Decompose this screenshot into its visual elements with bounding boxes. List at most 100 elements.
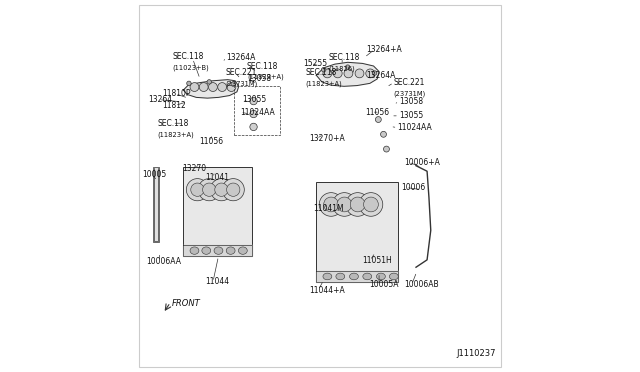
Text: (23731M): (23731M): [394, 90, 426, 97]
Text: 10006: 10006: [401, 183, 426, 192]
Circle shape: [346, 193, 369, 216]
Text: SEC.118: SEC.118: [172, 52, 204, 61]
Circle shape: [376, 116, 381, 122]
Text: J1110237: J1110237: [456, 349, 495, 358]
Circle shape: [381, 131, 387, 137]
Text: 13264: 13264: [148, 95, 173, 104]
Circle shape: [227, 83, 236, 92]
Polygon shape: [316, 271, 397, 282]
Circle shape: [207, 80, 211, 84]
Circle shape: [203, 183, 216, 196]
Ellipse shape: [376, 273, 385, 280]
Text: 13270+A: 13270+A: [309, 134, 345, 143]
Circle shape: [209, 83, 218, 92]
Text: 13264+A: 13264+A: [366, 45, 401, 54]
Text: (23731M): (23731M): [226, 80, 258, 87]
Text: (11823+A): (11823+A): [157, 131, 195, 138]
Text: 11044+A: 11044+A: [309, 286, 345, 295]
Text: FRONT: FRONT: [172, 299, 200, 308]
Ellipse shape: [214, 247, 223, 254]
Text: SEC.118: SEC.118: [305, 68, 337, 77]
Circle shape: [198, 179, 220, 201]
Text: 13264A: 13264A: [227, 53, 256, 62]
Circle shape: [350, 197, 365, 212]
Circle shape: [227, 183, 240, 196]
Circle shape: [364, 197, 378, 212]
Text: 11041: 11041: [205, 173, 229, 182]
Circle shape: [333, 193, 356, 216]
Circle shape: [359, 193, 383, 216]
Circle shape: [187, 81, 191, 86]
Text: 13055: 13055: [243, 95, 267, 104]
Circle shape: [366, 69, 374, 78]
Text: 13058: 13058: [247, 74, 271, 83]
Circle shape: [355, 69, 364, 78]
Text: SEC.118: SEC.118: [328, 53, 360, 62]
FancyBboxPatch shape: [182, 167, 252, 246]
Text: SEC.118: SEC.118: [157, 119, 189, 128]
FancyBboxPatch shape: [154, 167, 159, 242]
Ellipse shape: [389, 273, 398, 280]
Text: 10005A: 10005A: [369, 280, 399, 289]
Circle shape: [250, 97, 257, 105]
Text: 11051H: 11051H: [362, 256, 392, 265]
Circle shape: [346, 65, 350, 69]
Circle shape: [323, 69, 332, 78]
Circle shape: [191, 183, 204, 196]
Text: 11056: 11056: [199, 137, 223, 146]
Text: 11812: 11812: [162, 101, 186, 110]
Ellipse shape: [239, 247, 247, 254]
Ellipse shape: [190, 247, 199, 254]
Text: 13058: 13058: [399, 97, 423, 106]
Text: (11826): (11826): [328, 65, 355, 72]
FancyBboxPatch shape: [316, 182, 398, 272]
Text: 11024AA: 11024AA: [240, 108, 275, 117]
Circle shape: [190, 83, 199, 92]
Circle shape: [211, 179, 232, 201]
Text: 11056: 11056: [365, 108, 389, 117]
Ellipse shape: [349, 273, 358, 280]
Circle shape: [222, 179, 244, 201]
Circle shape: [215, 183, 228, 196]
Text: (11823+A): (11823+A): [305, 80, 342, 87]
Circle shape: [250, 123, 257, 131]
Circle shape: [321, 67, 326, 72]
Circle shape: [324, 197, 339, 212]
Text: 13055: 13055: [399, 111, 423, 121]
Text: SEC.221: SEC.221: [226, 68, 257, 77]
Circle shape: [372, 71, 377, 75]
Polygon shape: [316, 62, 379, 86]
Circle shape: [250, 110, 257, 118]
Text: 13264A: 13264A: [366, 71, 395, 80]
Text: 10006AB: 10006AB: [404, 280, 439, 289]
Text: 11810P: 11810P: [162, 89, 191, 98]
Ellipse shape: [226, 247, 235, 254]
Text: SEC.221: SEC.221: [394, 78, 425, 87]
Circle shape: [319, 193, 343, 216]
Circle shape: [186, 179, 209, 201]
Circle shape: [218, 83, 227, 92]
Polygon shape: [182, 245, 252, 256]
Text: 10005: 10005: [142, 170, 166, 179]
Text: 15255: 15255: [303, 59, 328, 68]
Circle shape: [199, 83, 208, 92]
Text: 11044: 11044: [205, 278, 230, 286]
Text: 13270: 13270: [182, 164, 207, 173]
Circle shape: [337, 197, 352, 212]
Circle shape: [231, 82, 236, 86]
Ellipse shape: [363, 273, 372, 280]
Text: 10006AA: 10006AA: [147, 257, 182, 266]
Circle shape: [344, 69, 353, 78]
Polygon shape: [184, 80, 239, 98]
Text: (11023+B): (11023+B): [172, 65, 209, 71]
Ellipse shape: [323, 273, 332, 280]
Circle shape: [383, 146, 389, 152]
Text: SEC.118: SEC.118: [247, 61, 278, 71]
Circle shape: [333, 69, 342, 78]
Text: 10006+A: 10006+A: [404, 157, 440, 167]
Ellipse shape: [336, 273, 345, 280]
Ellipse shape: [202, 247, 211, 254]
Text: (11823+A): (11823+A): [247, 74, 284, 80]
Text: 11024AA: 11024AA: [397, 123, 432, 132]
Text: 11041M: 11041M: [314, 204, 344, 214]
